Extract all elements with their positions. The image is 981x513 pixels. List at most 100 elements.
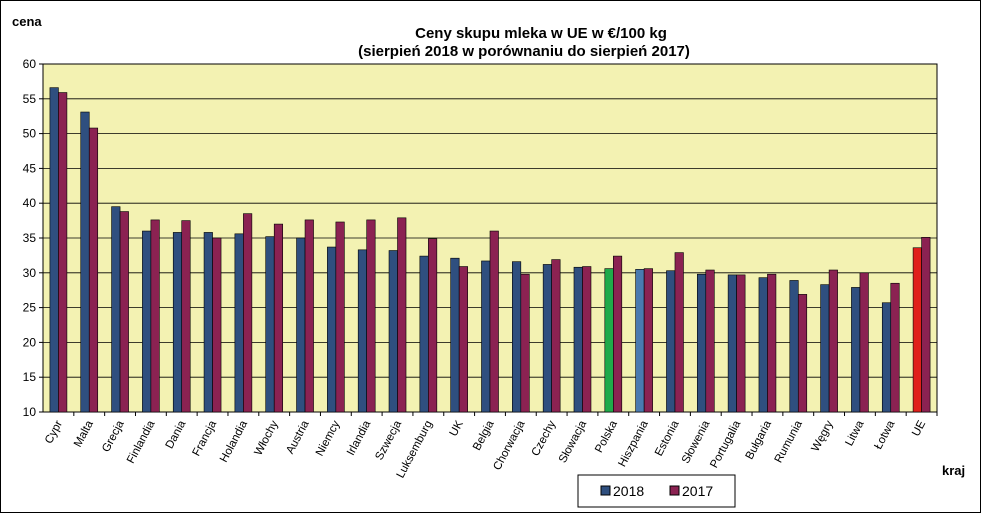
bar-2017 xyxy=(582,266,592,413)
x-tick-label: Grecja xyxy=(100,418,127,454)
x-tick-label: Cypr xyxy=(43,419,65,446)
x-tick-label: Słowenia xyxy=(680,418,713,465)
bar-2018 xyxy=(481,260,491,413)
bar-2017 xyxy=(181,220,191,413)
x-tick-label: Bułgaria xyxy=(744,418,775,461)
bar-2017 xyxy=(304,219,314,413)
y-tick-label: 15 xyxy=(23,370,37,384)
grid-lines xyxy=(43,98,937,378)
bar-2018 xyxy=(111,206,121,413)
x-tick-label: Litwa xyxy=(843,418,866,448)
y-axis-ticks: 10 15 20 25 30 35 40 45 50 55 60 xyxy=(23,57,43,419)
bar-2018 xyxy=(635,269,645,413)
bar-2018 xyxy=(758,277,768,413)
bar-2018 xyxy=(604,268,614,413)
bar-2018 xyxy=(234,233,244,413)
x-tick-label: Polska xyxy=(593,418,620,455)
bar-2018 xyxy=(542,264,552,413)
bar-2017 xyxy=(428,238,438,413)
plot-area: 10 15 20 25 30 35 40 45 50 55 60 Cypr Malta GrecjaFi… xyxy=(23,57,938,480)
bar-2017 xyxy=(243,213,253,413)
y-tick-label: 10 xyxy=(23,405,37,419)
x-tick-label: Malta xyxy=(72,418,96,449)
bar-2017 xyxy=(736,274,746,413)
bar-2018 xyxy=(573,266,583,413)
bar-2018 xyxy=(357,249,367,413)
bar-2017 xyxy=(489,230,499,413)
bar-2017 xyxy=(613,255,623,413)
bar-2017 xyxy=(150,219,160,413)
x-tick-label: Rumunia xyxy=(773,418,805,465)
y-tick-label: 40 xyxy=(23,196,37,210)
bar-2017 xyxy=(212,237,222,413)
bar-2018 xyxy=(450,257,460,413)
x-tick-label: Szwecja xyxy=(373,418,404,462)
bar-2018 xyxy=(80,111,90,413)
bar-2018 xyxy=(727,274,737,413)
bar-2017 xyxy=(797,294,808,413)
y-tick-label: 25 xyxy=(23,301,37,315)
x-axis-label: kraj xyxy=(942,463,965,478)
x-tick-label: Węgry xyxy=(810,419,836,454)
bar-2018 xyxy=(789,280,799,413)
bar-2017 xyxy=(921,237,931,413)
x-tick-label: Holandia xyxy=(218,418,250,464)
bar-2017 xyxy=(767,273,777,413)
bar-2018 xyxy=(666,270,676,413)
bar-2018 xyxy=(296,237,306,413)
x-tick-label: Finlandia xyxy=(125,418,158,465)
x-tick-label: Łotwa xyxy=(872,418,897,451)
bar-2018 xyxy=(881,302,892,413)
y-axis-label: cena xyxy=(12,14,42,29)
legend-swatch-2017 xyxy=(669,485,680,496)
x-tick-label: Estonia xyxy=(653,418,682,458)
bar-2017 xyxy=(643,268,653,413)
y-tick-label: 30 xyxy=(23,266,37,280)
bar-2018 xyxy=(419,255,429,413)
bar-2017 xyxy=(335,221,345,413)
bar-2017 xyxy=(705,269,715,413)
chart-subtitle: (sierpień 2018 w porównaniu do sierpień … xyxy=(358,43,690,60)
bar-2017 xyxy=(458,266,468,413)
bar-2018 xyxy=(327,246,337,413)
x-tick-label: Włochy xyxy=(253,419,281,458)
y-tick-label: 20 xyxy=(23,335,37,349)
bar-2017 xyxy=(828,269,838,413)
x-tick-label: Chorwacja xyxy=(491,418,527,472)
x-tick-label: Hiszpania xyxy=(616,418,651,469)
bar-2018 xyxy=(49,87,59,413)
y-tick-label: 35 xyxy=(23,231,37,245)
bar-2018 xyxy=(203,232,213,413)
x-tick-label: Austria xyxy=(284,418,312,456)
bar-2017 xyxy=(674,252,684,413)
bars xyxy=(49,87,931,413)
chart-title: Ceny skupu mleka w UE w €/100 kg xyxy=(415,25,667,42)
bar-2017 xyxy=(273,223,284,413)
bar-2017 xyxy=(88,127,99,413)
x-tick-label: Irlandia xyxy=(345,418,374,457)
legend-label-2017: 2017 xyxy=(682,483,713,499)
y-tick-label: 50 xyxy=(23,127,37,141)
y-tick-label: 60 xyxy=(23,57,37,71)
x-tick-label: Dania xyxy=(164,418,189,451)
x-tick-label: UK xyxy=(448,418,466,438)
x-tick-label: Belgia xyxy=(471,418,497,452)
x-tick-label: Francja xyxy=(191,418,220,458)
x-tick-label: Portugalia xyxy=(708,418,743,470)
bar-2018 xyxy=(142,230,152,413)
x-tick-label: UE xyxy=(910,418,928,438)
x-tick-label: Czechy xyxy=(530,419,559,459)
x-tick-label: Słowacja xyxy=(557,418,589,465)
legend-label-2018: 2018 xyxy=(613,483,644,499)
bar-2017 xyxy=(366,219,376,413)
bar-2018 xyxy=(512,261,522,413)
bar-2017 xyxy=(119,211,129,413)
legend: 2018 2017 xyxy=(577,474,736,508)
bar-2017 xyxy=(397,217,407,413)
y-tick-label: 45 xyxy=(23,161,37,175)
bar-2018 xyxy=(851,287,861,413)
legend-swatch-2018 xyxy=(600,485,611,496)
bar-2017 xyxy=(58,92,68,413)
